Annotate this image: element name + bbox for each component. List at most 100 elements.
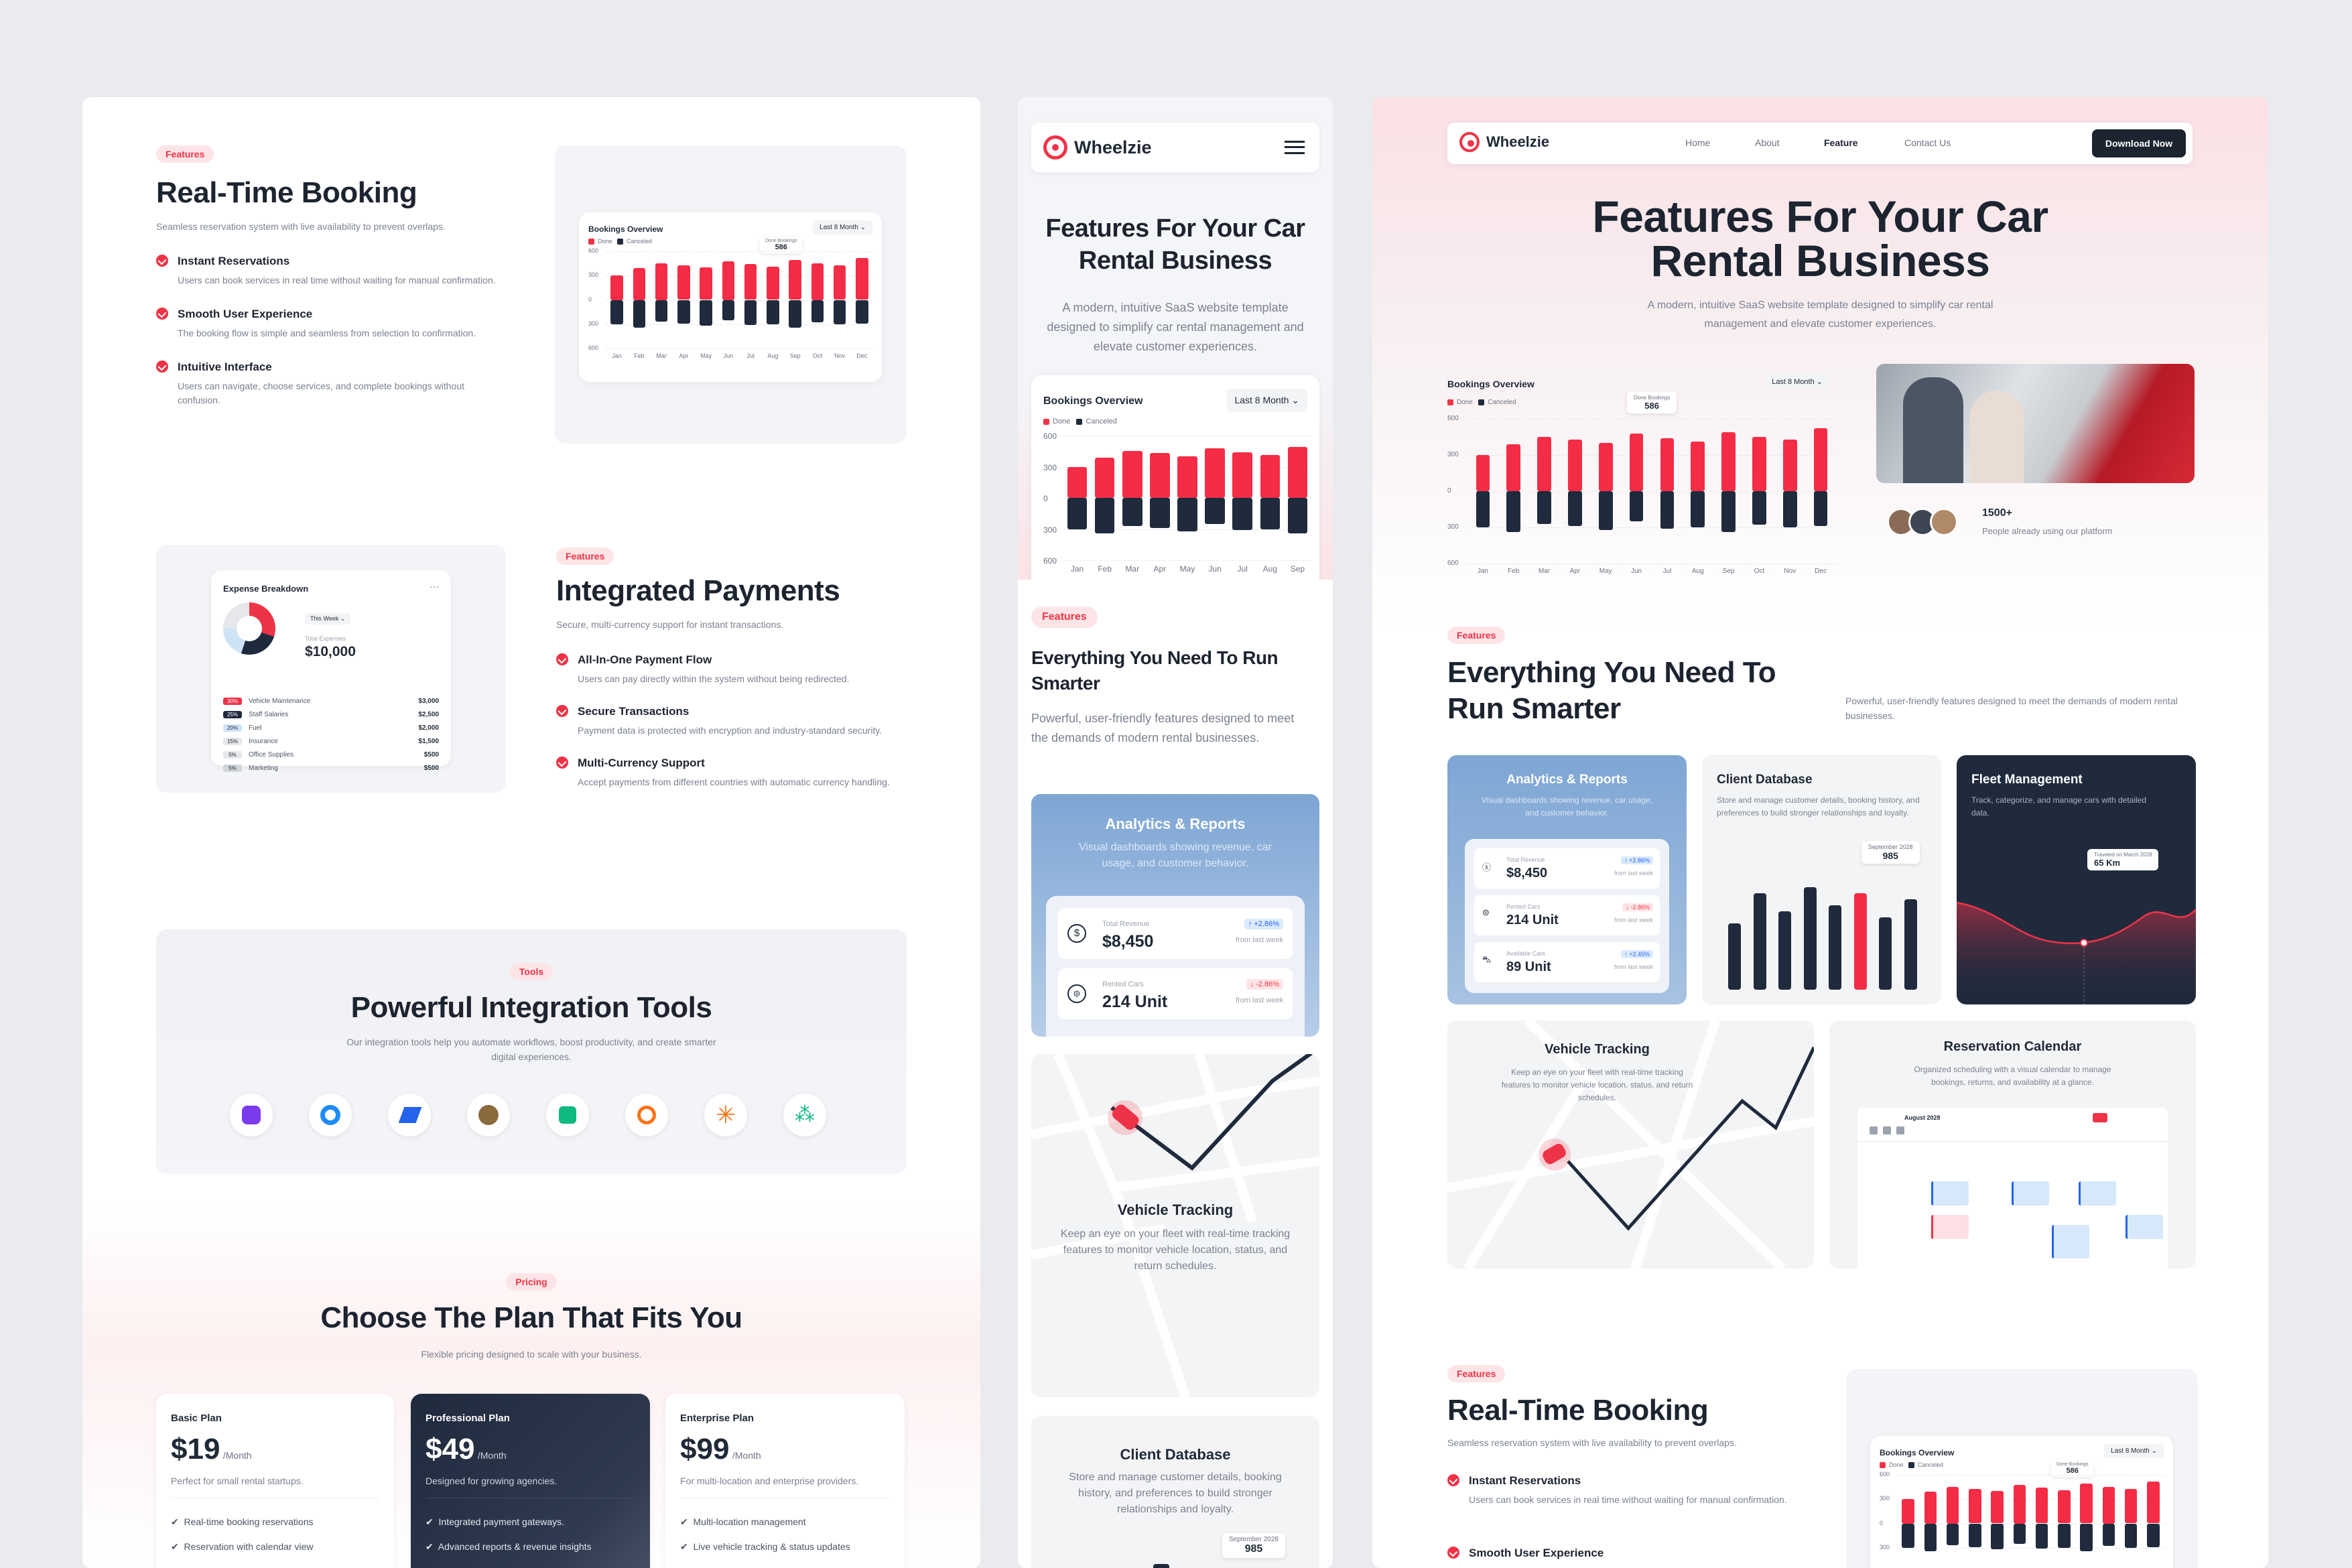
bar-done xyxy=(789,260,801,300)
x-tick-label: Feb xyxy=(634,352,645,359)
check-icon: ✔ xyxy=(171,1516,179,1527)
grid-line xyxy=(606,275,873,277)
bar-done xyxy=(1260,455,1281,498)
chart-filter-dropdown[interactable]: Last 8 Month ⌄ xyxy=(2104,1444,2164,1458)
nav-about[interactable]: About xyxy=(1755,137,1780,148)
bar-done xyxy=(1629,433,1644,491)
y-tick-label: 300 xyxy=(588,320,599,327)
bar-canceled xyxy=(1476,491,1490,527)
x-tick-label: Oct xyxy=(812,352,822,359)
bar-canceled xyxy=(1782,491,1797,527)
y-tick-label: 300 xyxy=(1880,1543,1890,1551)
x-tick-label: Nov xyxy=(1784,568,1796,575)
bar-canceled xyxy=(856,300,868,324)
bar-canceled xyxy=(1287,498,1308,533)
x-tick-label: Dec xyxy=(856,352,868,359)
desktop-booking-chart-container: Bookings Overview Last 8 Month ⌄ Done Ca… xyxy=(1846,1369,2198,1568)
bar-done xyxy=(655,263,668,300)
bar-done xyxy=(1287,447,1308,498)
plan-card-professional[interactable]: Professional Plan $49 /Month Designed fo… xyxy=(411,1394,650,1568)
feature-desc: Users can navigate, choose services, and… xyxy=(178,381,465,405)
plan-card-basic[interactable]: Basic Plan $19 /Month Perfect for small … xyxy=(156,1394,394,1568)
nav-contact[interactable]: Contact Us xyxy=(1904,137,1951,148)
bar-done xyxy=(1813,428,1828,491)
nav-feature[interactable]: Feature xyxy=(1824,137,1858,148)
expense-filter[interactable]: This Week ⌄ xyxy=(305,613,351,625)
client-bar xyxy=(1829,905,1842,990)
x-tick-label: Mar xyxy=(656,352,667,359)
bar-canceled xyxy=(1969,1523,1981,1547)
bar-canceled xyxy=(2080,1523,2093,1551)
bar-done xyxy=(722,261,734,300)
bar-canceled xyxy=(2035,1523,2048,1549)
y-tick-label: 600 xyxy=(1043,432,1057,441)
total-label: Total Expenses xyxy=(305,635,346,642)
bar-done xyxy=(2102,1487,2115,1524)
y-tick-label: 600 xyxy=(588,247,599,254)
integration-icon[interactable]: ✳ xyxy=(704,1094,747,1136)
chart-tooltip: Done Bookings 586 xyxy=(760,237,803,253)
expense-row: 5% Marketing $500 xyxy=(223,761,439,775)
integration-icon[interactable]: ⁂ xyxy=(783,1094,826,1136)
integration-icon[interactable] xyxy=(230,1094,273,1136)
integration-icon[interactable] xyxy=(625,1094,668,1136)
y-tick-label: 600 xyxy=(1447,415,1459,422)
integration-icon[interactable] xyxy=(546,1094,589,1136)
left-panel: Features Real-Time Booking Seamless rese… xyxy=(82,97,980,1568)
bar-done xyxy=(2080,1484,2093,1524)
bar-canceled xyxy=(722,300,734,320)
x-tick-label: Jan xyxy=(612,352,622,359)
pricing-title: Choose The Plan That Fits You xyxy=(320,1301,742,1334)
y-tick-label: 300 xyxy=(1880,1495,1890,1502)
client-bars xyxy=(1050,1550,1305,1568)
client-bar xyxy=(1803,887,1817,990)
integration-icon[interactable] xyxy=(467,1094,510,1136)
booking-subtitle: Seamless reservation system with live av… xyxy=(156,221,446,232)
donut-chart xyxy=(223,602,275,655)
chart-filter-dropdown[interactable]: Last 8 Month ⌄ xyxy=(813,220,872,235)
payments-feature-list: All-In-One Payment Flow Users can pay dir… xyxy=(556,653,905,789)
bar-done xyxy=(1122,451,1142,498)
expense-amount: $500 xyxy=(423,764,439,772)
analytics-card: Analytics & Reports Visual dashboards sh… xyxy=(1031,794,1319,1037)
x-tick-label: Jan xyxy=(1070,564,1084,574)
x-tick-label: Aug xyxy=(1262,564,1277,574)
nav-home[interactable]: Home xyxy=(1685,137,1711,148)
x-tick-label: Sep xyxy=(1722,568,1735,575)
filter-label: Last 8 Month xyxy=(820,224,858,231)
chart-filter-dropdown[interactable]: Last 8 Month ⌄ xyxy=(1226,389,1307,412)
bar-canceled xyxy=(655,300,668,322)
bar-canceled xyxy=(1691,491,1705,527)
bar-canceled xyxy=(2124,1523,2138,1548)
grid-line xyxy=(606,324,873,325)
download-now-button[interactable]: Download Now xyxy=(2092,129,2186,157)
fleet-management-card: Fleet Management Track, categorize, and … xyxy=(1957,755,2196,1004)
chart-filter-dropdown[interactable]: Last 8 Month ⌄ xyxy=(1765,373,1829,390)
bar-done xyxy=(744,264,757,300)
bar-canceled xyxy=(1150,498,1170,528)
feature-item: Smooth User Experience The booking flow i… xyxy=(156,308,505,340)
bar-canceled xyxy=(2102,1523,2115,1547)
integration-icon[interactable] xyxy=(309,1094,352,1136)
bar-canceled xyxy=(1537,491,1551,524)
expense-pct: 30% xyxy=(223,697,242,705)
bar-done xyxy=(633,268,645,300)
bookings-chart-container: Bookings Overview Last 8 Month ⌄ Done Ca… xyxy=(555,145,907,444)
feature-item: Instant Reservations Users can book servi… xyxy=(156,255,505,287)
bar-done xyxy=(1782,439,1797,491)
feature-item: Instant Reservations Users can book servi… xyxy=(1447,1474,1796,1507)
x-tick-label: May xyxy=(1179,564,1195,574)
expense-row: 30% Vehicle Maintenance $3,000 xyxy=(223,694,439,708)
tracking-map xyxy=(1031,1054,1319,1397)
more-icon[interactable]: ··· xyxy=(430,581,439,592)
analytics-card: Analytics & Reports Visual dashboards sh… xyxy=(1447,755,1687,1004)
integration-icon[interactable] xyxy=(388,1094,431,1136)
bar-done xyxy=(1660,438,1675,491)
bar-done xyxy=(767,266,779,300)
x-tick-label: Nov xyxy=(834,352,846,359)
hamburger-menu-icon[interactable] xyxy=(1285,141,1305,154)
vehicle-tracking-card: Vehicle Tracking Keep an eye on your fle… xyxy=(1031,1054,1319,1397)
check-icon: ✔ xyxy=(426,1541,434,1552)
plan-card-enterprise[interactable]: Enterprise Plan $99 /Month For multi-loc… xyxy=(665,1394,905,1568)
x-tick-label: May xyxy=(1599,568,1612,575)
